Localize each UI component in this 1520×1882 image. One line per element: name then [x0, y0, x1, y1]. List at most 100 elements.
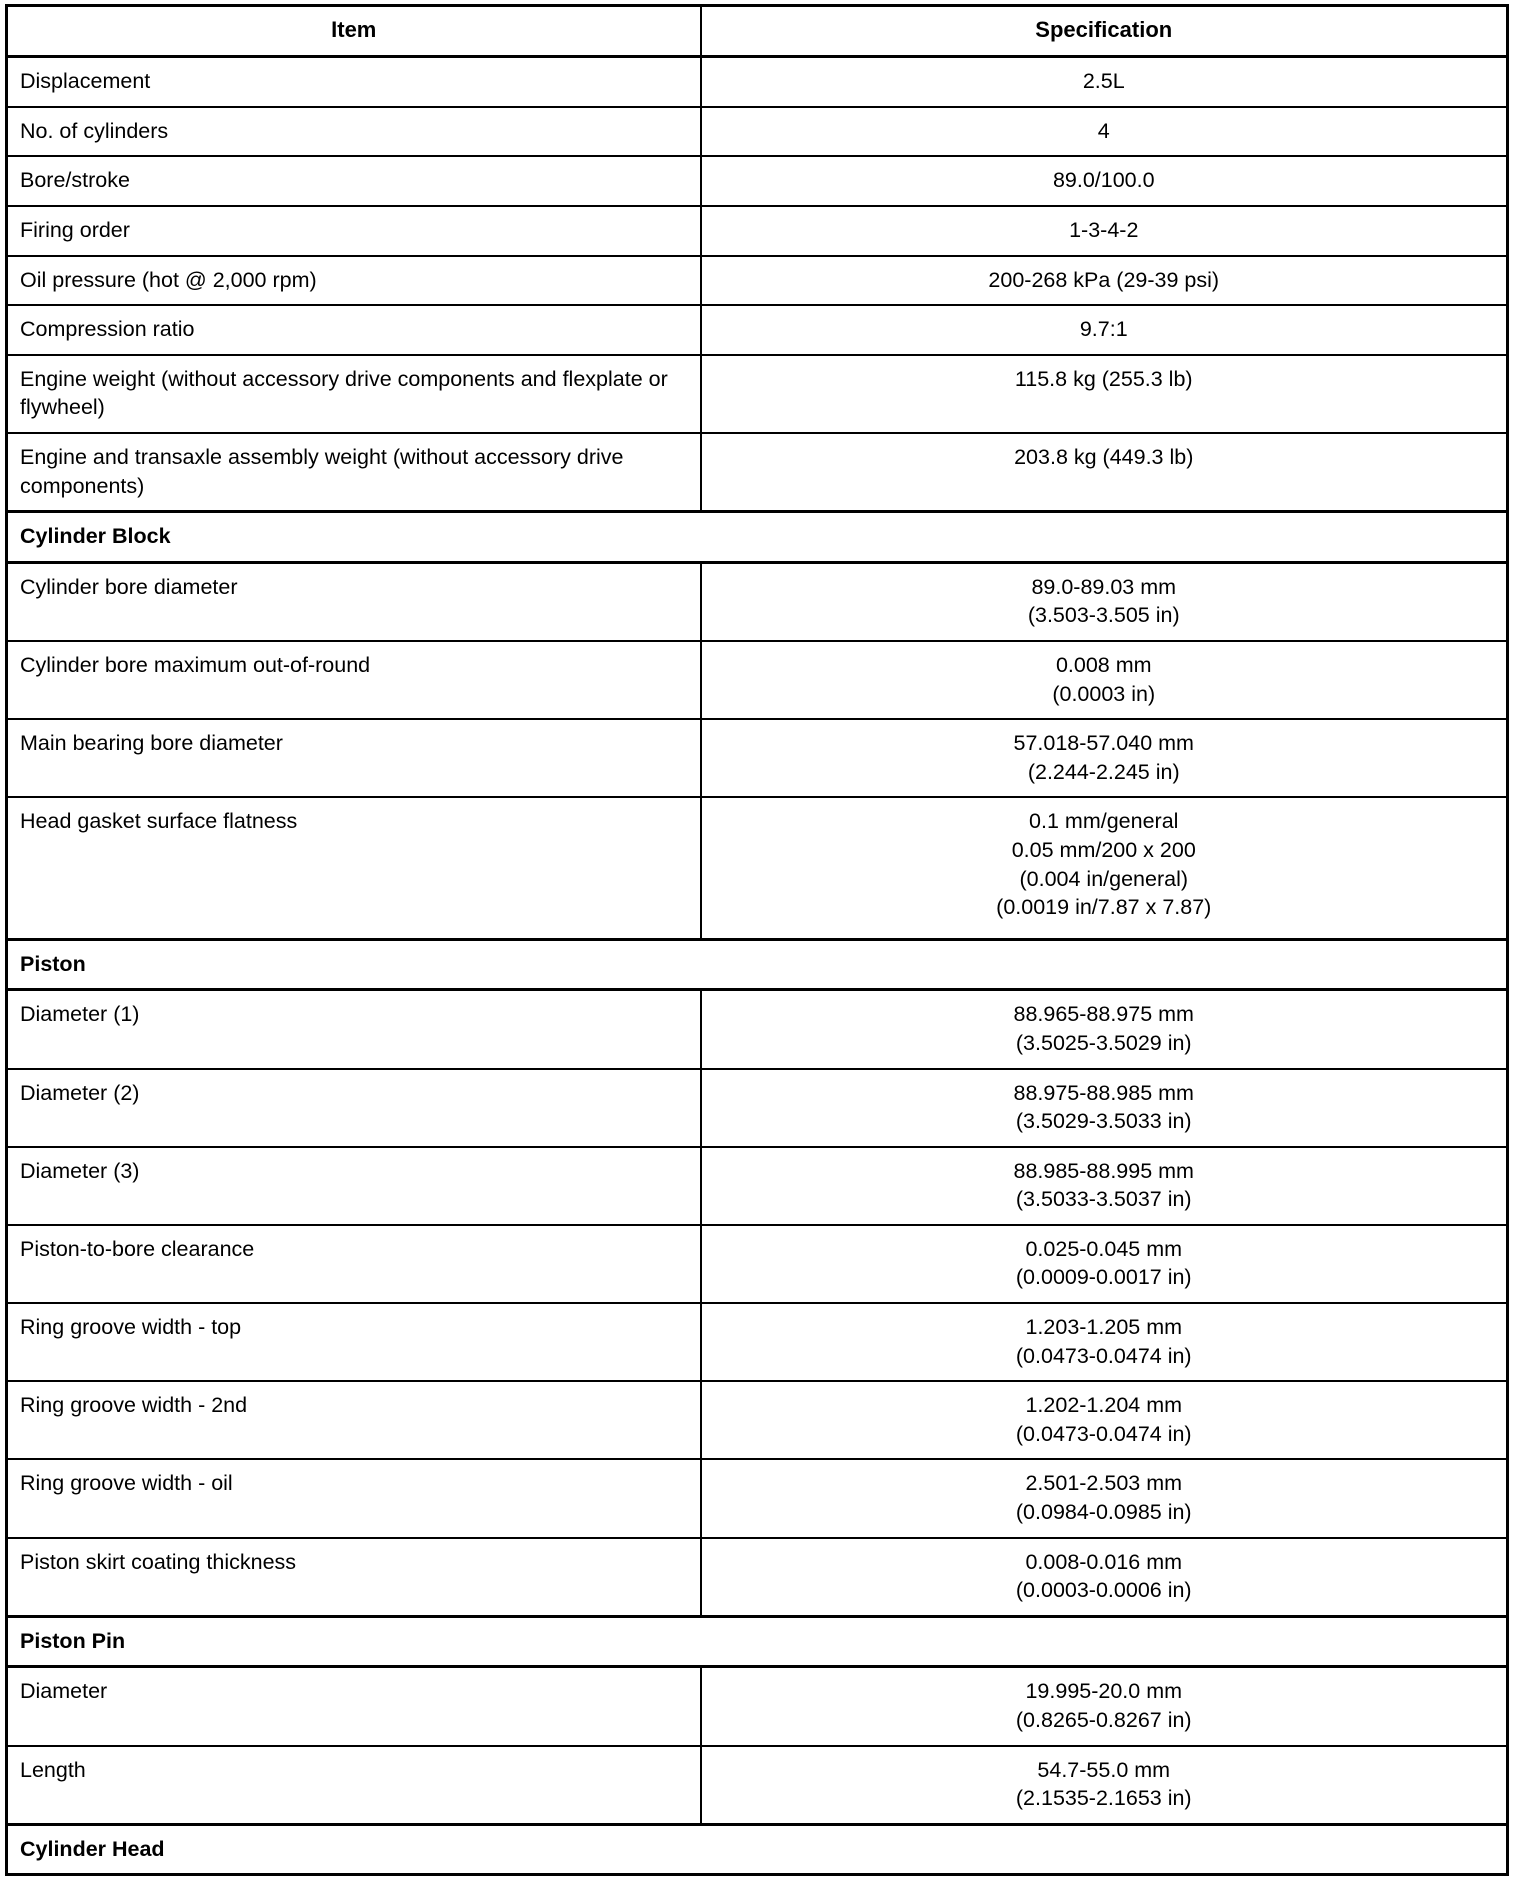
specification-cell: 2.5L [699, 55, 1509, 108]
table-row: Bore/stroke 89.0/100.0 [5, 155, 1509, 208]
specification-line: 88.965-88.975 mm [1013, 1002, 1194, 1027]
table-row: Main bearing bore diameter 57.018-57.040 … [5, 718, 1509, 799]
specification-line: 115.8 kg (255.3 lb) [1014, 366, 1193, 391]
section-header-label: Piston [5, 937, 1509, 991]
specification-line: (0.0009-0.0017 in) [1015, 1265, 1192, 1290]
specification-cell: 89.0/100.0 [699, 155, 1509, 208]
specification-line: 54.7-55.0 mm [1037, 1757, 1171, 1782]
specification-line: 0.008-0.016 mm [1025, 1549, 1183, 1574]
item-cell: Diameter (3) [5, 1145, 702, 1226]
item-cell: Diameter (1) [5, 988, 702, 1070]
specification-cell: 1-3-4-2 [699, 205, 1509, 257]
specification-line: 0.025-0.045 mm [1025, 1236, 1183, 1261]
specification-line: 89.0/100.0 [1052, 168, 1155, 193]
table-row: Engine and transaxle assembly weight (wi… [5, 432, 1509, 513]
specification-line: (2.1535-2.1653 in) [1015, 1786, 1192, 1811]
item-cell: Diameter [5, 1665, 702, 1747]
specification-line: 203.8 kg (449.3 lb) [1014, 445, 1194, 469]
specification-cell: 88.965-88.975 mm (3.5025-3.5029 in) [699, 988, 1509, 1070]
specification-line: 2.5L [1082, 69, 1125, 94]
table-row: Head gasket surface flatness 0.1 mm/gener… [5, 796, 1509, 941]
specification-line: 0.1 mm/general [1029, 809, 1179, 834]
specification-line: 9.7:1 [1079, 317, 1128, 342]
specification-line: (3.5029-3.5033 in) [1015, 1109, 1192, 1134]
item-cell: Engine weight (without accessory drive c… [5, 353, 702, 435]
specification-line: (2.244-2.245 in) [1027, 759, 1180, 784]
specification-line: 57.018-57.040 mm [1013, 731, 1194, 756]
specification-cell: 1.203-1.205 mm (0.0473-0.0474 in) [699, 1302, 1509, 1383]
specification-line: 200-268 kPa (29-39 psi) [988, 267, 1220, 292]
table-body: Displacement 2.5L No. of cylinders 4 Bore/st… [5, 55, 1509, 1876]
table-row: Firing order 1-3-4-2 [5, 205, 1509, 257]
item-cell: Firing order [5, 205, 702, 257]
specification-line: 1-3-4-2 [1069, 218, 1139, 243]
table-row: Ring groove width - 2nd 1.202-1.204 mm (0.… [5, 1380, 1509, 1461]
specification-cell: 54.7-55.0 mm (2.1535-2.1653 in) [699, 1744, 1509, 1826]
specification-line: (0.0473-0.0474 in) [1015, 1421, 1192, 1446]
item-cell: Oil pressure (hot @ 2,000 rpm) [5, 254, 702, 307]
column-header-item: Item [5, 4, 702, 59]
table-row: Diameter (2) 88.975-88.985 mm (3.5029-3.50… [5, 1067, 1509, 1148]
table-row: Ring groove width - top 1.203-1.205 mm (0.… [5, 1302, 1509, 1383]
specification-cell: 0.1 mm/general 0.05 mm/200 x 200 (0.004 in… [699, 796, 1509, 941]
specification-line: 1.202-1.204 mm [1025, 1393, 1183, 1418]
item-cell: Displacement [5, 55, 702, 108]
table-row: Ring groove width - oil 2.501-2.503 mm (0.… [5, 1458, 1509, 1539]
item-cell: Engine and transaxle assembly weight (wi… [5, 432, 702, 513]
specification-cell: 203.8 kg (449.3 lb) [699, 432, 1509, 513]
table-row: Diameter (3) 88.985-88.995 mm (3.5033-3.50… [5, 1145, 1509, 1226]
item-cell: Cylinder bore maximum out-of-round [5, 639, 702, 721]
engine-specification-table: Item Specification Displacement 2.5L No. o… [5, 4, 1509, 1877]
specification-line: 19.995-20.0 mm [1025, 1679, 1183, 1704]
table-header: Item Specification [5, 4, 1509, 59]
specification-line: (0.0003 in) [1052, 681, 1156, 706]
table-row: Oil pressure (hot @ 2,000 rpm) 200-268 kP… [5, 254, 1509, 307]
specification-cell: 2.501-2.503 mm (0.0984-0.0985 in) [699, 1458, 1509, 1539]
specification-cell: 89.0-89.03 mm (3.503-3.505 in) [699, 560, 1509, 642]
specification-line: 1.203-1.205 mm [1025, 1315, 1183, 1340]
table-section-row: Cylinder Head [5, 1822, 1509, 1876]
table-row: Cylinder bore maximum out-of-round 0.008 … [5, 639, 1509, 721]
item-cell: Main bearing bore diameter [5, 718, 702, 799]
specification-cell: 1.202-1.204 mm (0.0473-0.0474 in) [699, 1380, 1509, 1461]
item-cell: Ring groove width - top [5, 1302, 702, 1383]
specification-line: (3.5033-3.5037 in) [1015, 1187, 1192, 1212]
specification-line: (3.503-3.505 in) [1027, 603, 1180, 628]
table-row: No. of cylinders 4 [5, 105, 1509, 158]
table-row: Diameter 19.995-20.0 mm (0.8265-0.8267 in) [5, 1665, 1509, 1747]
specification-cell: 115.8 kg (255.3 lb) [699, 353, 1509, 435]
specification-line: (0.0019 in/7.87 x 7.87) [996, 895, 1212, 920]
item-cell: No. of cylinders [5, 105, 702, 158]
specification-line: (0.0003-0.0006 in) [1015, 1578, 1192, 1603]
specification-cell: 0.008 mm (0.0003 in) [699, 639, 1509, 721]
specification-cell: 9.7:1 [699, 304, 1509, 356]
item-cell: Ring groove width - oil [5, 1458, 702, 1539]
specification-cell: 88.975-88.985 mm (3.5029-3.5033 in) [699, 1067, 1509, 1148]
specification-cell: 88.985-88.995 mm (3.5033-3.5037 in) [699, 1145, 1509, 1226]
specification-line: (0.0984-0.0985 in) [1015, 1500, 1192, 1525]
table-row: Piston skirt coating thickness 0.008-0.01… [5, 1536, 1509, 1618]
specification-line: 0.008 mm [1055, 652, 1152, 677]
table-row: Displacement 2.5L [5, 55, 1509, 108]
specification-cell: 57.018-57.040 mm (2.244-2.245 in) [699, 718, 1509, 799]
table-row: Piston-to-bore clearance 0.025-0.045 mm (0… [5, 1223, 1509, 1305]
item-cell: Cylinder bore diameter [5, 560, 702, 642]
specification-cell: 0.025-0.045 mm (0.0009-0.0017 in) [699, 1223, 1509, 1305]
section-header-label: Cylinder Head [5, 1822, 1509, 1876]
item-cell: Piston-to-bore clearance [5, 1223, 702, 1305]
item-cell: Compression ratio [5, 304, 702, 356]
specification-line: 88.985-88.995 mm [1013, 1158, 1194, 1183]
specification-line: (0.8265-0.8267 in) [1015, 1708, 1192, 1732]
section-header-label: Cylinder Block [5, 510, 1509, 564]
table-row: Cylinder bore diameter 89.0-89.03 mm (3.50… [5, 560, 1509, 642]
item-cell: Diameter (2) [5, 1067, 702, 1148]
table-header-row: Item Specification [5, 4, 1509, 59]
specification-line: 4 [1097, 118, 1110, 143]
item-cell: Bore/stroke [5, 155, 702, 208]
item-cell: Length [5, 1744, 702, 1826]
table-section-row: Piston Pin [5, 1614, 1509, 1668]
item-cell: Head gasket surface flatness [5, 796, 702, 941]
specification-line: 88.975-88.985 mm [1013, 1080, 1194, 1105]
item-cell: Piston skirt coating thickness [5, 1536, 702, 1618]
